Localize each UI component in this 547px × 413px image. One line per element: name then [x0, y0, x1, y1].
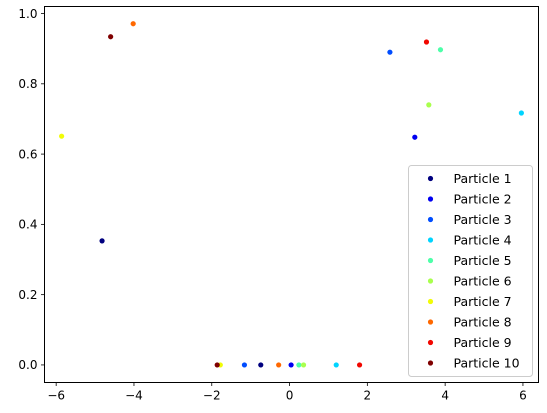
- legend-marker: [427, 216, 434, 223]
- data-point-9-1: [423, 39, 430, 45]
- y-tick-label: 0.4: [18, 218, 37, 232]
- legend-marker: [427, 196, 434, 202]
- legend-label: Particle 9: [454, 335, 512, 350]
- x-tick-label: 4: [441, 389, 449, 403]
- legend-label: Particle 4: [454, 232, 512, 247]
- x-tick-label: 0: [286, 389, 294, 403]
- y-tick-label: 1.0: [18, 7, 37, 21]
- legend-label: Particle 1: [454, 171, 512, 186]
- data-point-4-1: [518, 110, 524, 116]
- data-point-5-2: [296, 362, 302, 368]
- y-tick-label: 0.6: [18, 147, 37, 161]
- data-point-5-1: [437, 47, 444, 53]
- legend-marker: [427, 319, 434, 325]
- data-point-1-1: [99, 238, 105, 244]
- x-tick-label: 2: [364, 389, 372, 403]
- legend-marker: [427, 298, 434, 305]
- legend-label: Particle 8: [454, 314, 512, 329]
- x-tick-label: −2: [203, 389, 221, 403]
- data-point-6-1: [426, 102, 432, 108]
- legend-marker: [427, 278, 434, 284]
- legend-label: Particle 7: [454, 294, 512, 309]
- legend-marker: [427, 175, 434, 182]
- legend-marker: [427, 257, 434, 264]
- data-point-6-2: [300, 362, 307, 368]
- legend: Particle 1 Particle 2 Particle 3 Particle 4…: [408, 165, 533, 377]
- data-point-8-1: [130, 21, 136, 27]
- legend-label: Particle 5: [454, 253, 512, 268]
- legend-label: Particle 2: [454, 191, 512, 206]
- data-point-8-2: [276, 362, 282, 368]
- data-point-7-1: [59, 133, 65, 139]
- x-axis: −6 −4 −2 0 2 4 6: [47, 382, 527, 403]
- legend-label: Particle 10: [454, 355, 520, 370]
- x-tick-label: −6: [47, 389, 65, 403]
- y-tick-label: 0.2: [18, 288, 37, 302]
- legend-marker: [427, 339, 434, 346]
- data-point-2-2: [288, 362, 294, 368]
- legend-marker: [427, 360, 434, 366]
- data-point-3-1: [387, 49, 393, 55]
- data-point-10-2: [214, 362, 220, 368]
- x-tick-label: −4: [125, 389, 143, 403]
- plot-frame: [44, 6, 539, 383]
- data-point-10-1: [108, 34, 114, 40]
- y-axis: 0.0 0.2 0.4 0.6 0.8 1.0: [18, 7, 45, 372]
- data-point-2-1: [412, 134, 418, 140]
- y-tick-label: 0.8: [18, 77, 37, 91]
- data-point-4-2: [333, 362, 339, 368]
- legend-label: Particle 3: [454, 212, 512, 227]
- x-tick-label: 6: [519, 389, 527, 403]
- data-point-3-2: [241, 362, 248, 368]
- data-point-9-2: [356, 362, 363, 368]
- legend-marker: [427, 237, 434, 243]
- data-point-1-2: [258, 362, 264, 368]
- data-points: [59, 21, 524, 368]
- y-tick-label: 0.0: [18, 358, 37, 372]
- legend-label: Particle 6: [454, 273, 512, 288]
- legend-box: [408, 165, 533, 377]
